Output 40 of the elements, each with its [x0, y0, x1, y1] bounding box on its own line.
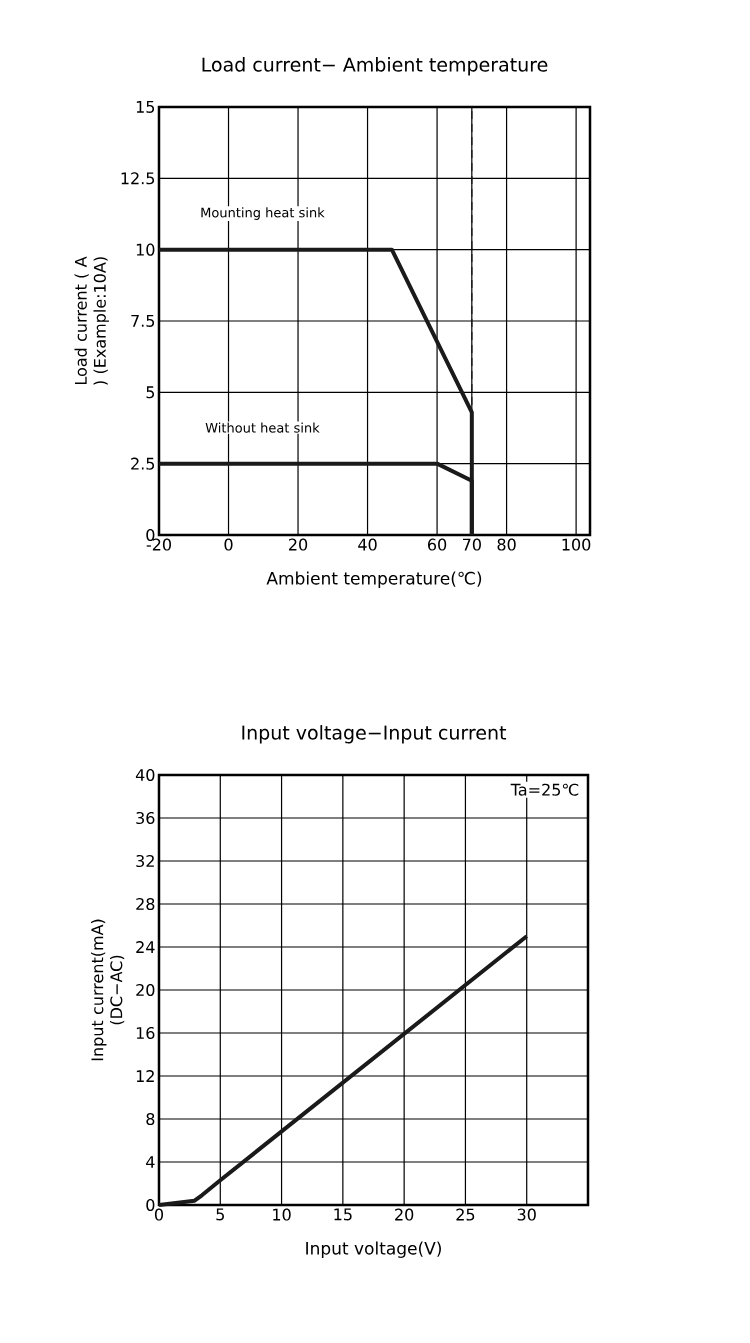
y-tick-label: 4	[146, 1156, 155, 1168]
y-tick-label: 24	[136, 941, 155, 953]
y-axis-title: Load current ( A ) (Example:10A)	[74, 256, 109, 385]
y-tick-label: 5	[146, 386, 155, 399]
y-tick-label: 0	[146, 1198, 155, 1212]
y-tick-label: 2.5	[131, 457, 155, 470]
y-tick-label: 36	[136, 811, 155, 825]
x-tick-label: 20	[289, 538, 308, 551]
y-tick-label: 40	[135, 768, 155, 782]
y-tick-label: 12	[136, 1070, 154, 1082]
x-tick-label: 5	[216, 1208, 224, 1221]
y-axis-title: Input current(mA) (DC−AC)	[90, 919, 125, 1061]
x-tick-label: 15	[334, 1208, 352, 1221]
x-tick-label: 25	[456, 1208, 475, 1221]
text: Mounting heat sink	[201, 207, 325, 220]
y-tick-label: 32	[136, 854, 154, 868]
y-tick-label: 28	[136, 897, 155, 911]
chart-title: Input voltage−Input current	[242, 725, 507, 744]
annotation: Ta=25℃	[510, 783, 579, 796]
y-tick-label: 16	[136, 1026, 155, 1040]
x-axis-title: Input voltage(V)	[306, 1241, 441, 1258]
x-tick-label: 70	[462, 538, 481, 551]
y-tick-label: 10	[136, 243, 155, 256]
x-tick-label: 40	[358, 538, 377, 551]
x-tick-label: 20	[395, 1208, 414, 1221]
text: Without heat sink	[205, 422, 320, 433]
x-axis-title: Ambient temperature(℃)	[266, 571, 482, 588]
chart-title: Load current− Ambient temperature	[202, 57, 548, 76]
x-tick-label: 80	[497, 538, 516, 551]
y-tick-label: 7.5	[131, 315, 155, 327]
x-tick-label: 10	[273, 1208, 291, 1221]
y-tick-label: 15	[136, 101, 155, 113]
x-tick-label: 0	[224, 538, 233, 551]
y-tick-label: 20	[136, 983, 155, 997]
x-tick-label: 0	[154, 1208, 164, 1221]
y-tick-label: 8	[146, 1112, 155, 1126]
x-tick-label: 100	[562, 538, 591, 551]
x-tick-label: 30	[517, 1208, 536, 1221]
x-tick-label: 60	[428, 538, 447, 551]
y-tick-label: 12.5	[121, 172, 155, 185]
